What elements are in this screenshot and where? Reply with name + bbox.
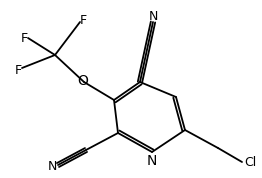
Text: F: F bbox=[14, 64, 21, 77]
Text: N: N bbox=[147, 154, 157, 168]
Text: Cl: Cl bbox=[244, 156, 256, 169]
Text: N: N bbox=[47, 161, 57, 174]
Text: O: O bbox=[78, 74, 89, 88]
Text: F: F bbox=[79, 14, 86, 27]
Text: N: N bbox=[148, 9, 158, 22]
Text: F: F bbox=[20, 33, 28, 46]
